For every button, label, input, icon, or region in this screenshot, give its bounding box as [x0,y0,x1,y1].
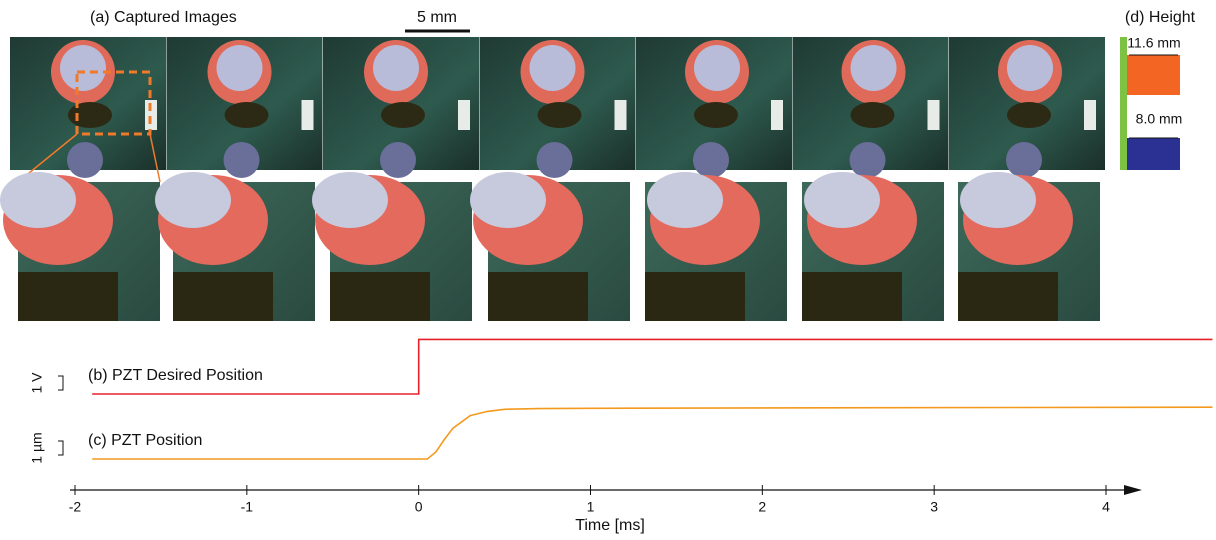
crop-part [958,272,1058,321]
component [68,102,112,128]
component [223,142,260,178]
series-label: (c) PZT Position [88,432,202,449]
x-tick-label: 4 [1102,499,1110,515]
component [694,102,738,128]
crop-part [470,172,546,228]
crop-part [647,172,723,228]
component [458,100,470,130]
scale-label: 1 µm [29,432,45,463]
crop-part [312,172,388,228]
component [614,100,627,130]
component [216,45,263,91]
x-axis-arrow [1124,485,1142,495]
component [1006,142,1042,178]
crop-part [18,272,118,321]
component [850,45,897,91]
crop-part [173,272,273,321]
component [536,142,573,178]
component [224,102,269,128]
component [849,142,886,178]
crop-part [804,172,880,228]
series-line [92,406,1213,460]
crop-part [488,272,588,321]
component [693,142,729,178]
height-base [1120,37,1127,170]
component [373,45,419,91]
scale-bar-label: 5 mm [417,9,457,26]
captured-images [10,37,1105,178]
scale-label: 1 V [29,372,45,394]
component [1007,45,1053,91]
component [850,102,895,128]
crop-part [960,172,1036,228]
component [381,102,425,128]
height-high-label: 11.6 mm [1127,35,1180,51]
cropped-images [0,172,1100,321]
scale-bracket [58,440,64,456]
component [1007,102,1051,128]
component [529,45,576,91]
crop-part [802,272,902,321]
component [145,100,157,130]
component [694,45,740,91]
component [301,100,314,130]
scale-bracket [58,375,64,391]
panel-a-title: (a) Captured Images [90,9,237,26]
component [60,45,106,91]
height-low-bar [1127,138,1180,170]
crop-part [0,172,76,228]
x-axis-label: Time [ms] [575,517,645,534]
series-label: (b) PZT Desired Position [88,367,263,384]
x-tick-label: 2 [758,499,766,515]
x-tick-label: 3 [930,499,938,515]
panel-d-title: (d) Height [1125,9,1196,26]
x-tick-label: 0 [415,499,423,515]
component [380,142,416,178]
x-tick-label: -1 [241,499,254,515]
x-tick-label: 1 [587,499,595,515]
component [67,142,103,178]
x-tick-label: -2 [69,499,82,515]
component [927,100,940,130]
component [1084,100,1096,130]
crop-part [155,172,231,228]
crop-part [330,272,430,321]
crop-part [645,272,745,321]
component [537,102,582,128]
height-low-label: 8.0 mm [1136,111,1183,127]
time-plot: -2 -1 0 1 2 3 4 Time [ms] (b) PZT Desired Positi… [29,338,1213,534]
height-high-bar [1127,55,1180,95]
crop-line [149,133,161,183]
component [771,100,783,130]
series-line [92,338,1213,395]
crop-box [75,70,152,136]
